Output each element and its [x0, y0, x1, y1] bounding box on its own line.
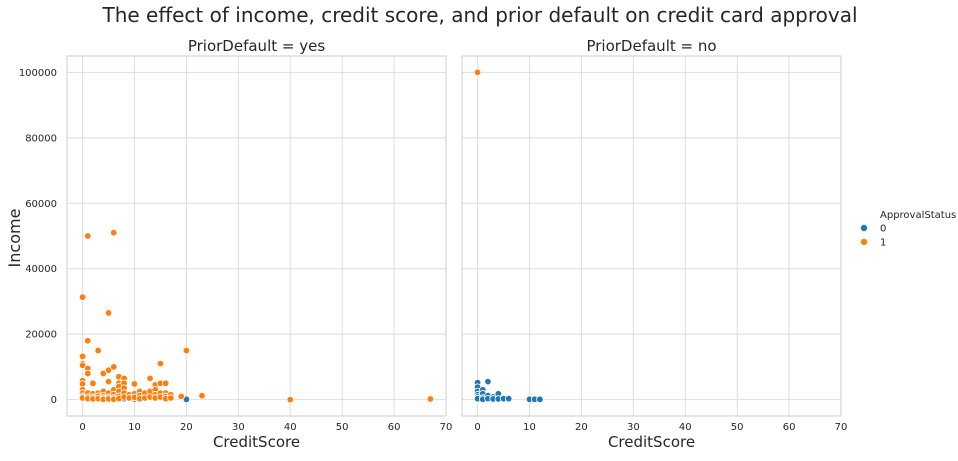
plot-frame [461, 55, 842, 417]
legend-marker [860, 237, 869, 246]
y-tick-label: 100000 [19, 68, 57, 79]
facet-panel-2: PriorDefault = no 0 10 20 30 40 50 60 70 CreditSc… [461, 37, 848, 451]
y-tick-label: 40000 [25, 264, 57, 275]
data-point [104, 309, 113, 317]
data-point [484, 377, 492, 386]
data-point [104, 366, 113, 374]
data-point [110, 363, 118, 371]
x-tick-label: 20 [575, 422, 588, 433]
data-point [426, 395, 435, 403]
x-tick-label: 30 [627, 422, 640, 433]
x-tick-label: 60 [783, 422, 796, 433]
data-point [84, 369, 92, 378]
x-axis-label: CreditScore [213, 433, 300, 451]
data-point [198, 392, 206, 400]
x-tick-label: 40 [679, 422, 692, 433]
data-point [104, 377, 113, 386]
data-point [286, 395, 294, 404]
facets-layer: PriorDefault = yes 0 10 20 30 40 50 60 70 CreditS… [19, 37, 848, 451]
data-point [89, 379, 97, 387]
data-point [473, 68, 482, 77]
data-point [146, 374, 154, 383]
series-1 [473, 68, 482, 77]
data-point [84, 232, 92, 240]
data-point [161, 379, 170, 387]
plot-area [462, 56, 841, 416]
plot-area [67, 56, 446, 416]
series-1 [78, 229, 435, 404]
y-tick-label: 80000 [25, 133, 57, 144]
data-point [156, 359, 165, 368]
data-point [505, 394, 513, 403]
x-tick-label: 20 [180, 422, 193, 433]
data-point [78, 361, 87, 369]
legend-label: 0 [880, 224, 886, 235]
facet-panel-1: PriorDefault = yes 0 10 20 30 40 50 60 70 CreditS… [19, 37, 453, 451]
facet-title: PriorDefault = yes [188, 37, 325, 55]
y-tick-label: 0 [51, 395, 57, 406]
legend: ApprovalStatus 0 1 [860, 210, 956, 249]
x-tick-label: 10 [128, 422, 141, 433]
y-tick-label: 20000 [25, 330, 57, 341]
legend-marker [860, 223, 869, 232]
data-point [78, 352, 87, 361]
x-tick-label: 30 [232, 422, 245, 433]
data-point [99, 369, 108, 378]
x-tick-label: 60 [388, 422, 401, 433]
data-point [130, 380, 139, 388]
x-tick-label: 0 [79, 422, 85, 433]
data-point [167, 394, 175, 402]
y-axis-label: Income [5, 209, 24, 268]
x-tick-label: 70 [835, 422, 848, 433]
data-point [182, 346, 191, 355]
chart-title: The effect of income, credit score, and … [101, 3, 857, 27]
series-0 [473, 377, 544, 404]
y-tick-label: 60000 [25, 199, 57, 210]
x-tick-label: 40 [284, 422, 297, 433]
x-tick-label: 0 [474, 422, 480, 433]
x-axis-label: CreditScore [608, 433, 695, 451]
facet-title: PriorDefault = no [586, 37, 716, 55]
data-point [110, 229, 118, 237]
x-tick-label: 50 [336, 422, 349, 433]
data-point [78, 293, 87, 301]
legend-label: 1 [880, 238, 886, 249]
legend-title: ApprovalStatus [880, 210, 956, 221]
data-point [94, 346, 102, 355]
x-tick-label: 50 [731, 422, 744, 433]
x-tick-label: 10 [523, 422, 536, 433]
x-tick-label: 70 [440, 422, 453, 433]
data-point [536, 395, 544, 404]
data-point [177, 392, 185, 401]
plot-frame [66, 55, 447, 417]
data-point [84, 337, 92, 345]
